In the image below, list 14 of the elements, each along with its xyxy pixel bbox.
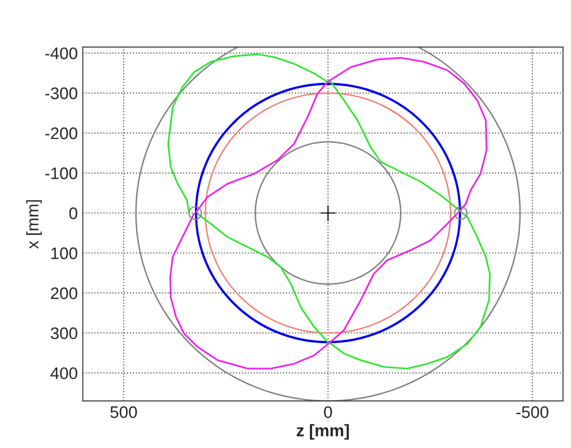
- y-axis-title: x [mm]: [26, 200, 42, 249]
- y-tick-label: -400: [45, 47, 78, 60]
- y-tick-label: 300: [50, 327, 78, 340]
- y-tick-label: -200: [45, 127, 78, 140]
- y-tick-label: -300: [45, 87, 78, 100]
- x-tick-label: 500: [110, 406, 137, 418]
- y-tick-label: 0: [69, 207, 78, 220]
- y-tick-label: -100: [45, 167, 78, 180]
- y-tick-label: 400: [50, 367, 78, 380]
- y-tick-label: 100: [51, 247, 78, 260]
- x-tick-label: -500: [516, 406, 548, 418]
- x-tick-label: 0: [324, 406, 332, 418]
- x-axis-title: z [mm]: [296, 424, 349, 440]
- y-tick-label: 200: [50, 287, 78, 300]
